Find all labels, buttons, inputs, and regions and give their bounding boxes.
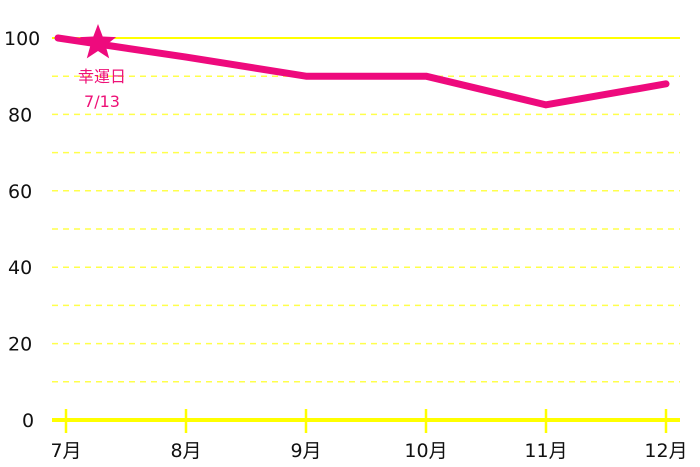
y-tick-label: 0 bbox=[22, 410, 34, 432]
y-tick-label: 80 bbox=[8, 104, 32, 126]
y-tick-label: 40 bbox=[8, 257, 32, 279]
y-tick-label: 60 bbox=[8, 181, 32, 203]
x-tick-label: 7月 bbox=[50, 440, 81, 462]
y-tick-label: 100 bbox=[4, 28, 40, 50]
y-tick-label: 20 bbox=[8, 334, 32, 356]
x-tick-label: 11月 bbox=[524, 440, 567, 462]
x-tick-label: 9月 bbox=[290, 440, 321, 462]
annotation-label: 幸運日 bbox=[78, 67, 126, 86]
x-tick-label: 12月 bbox=[644, 440, 687, 462]
x-tick-label: 10月 bbox=[404, 440, 447, 462]
series-line bbox=[54, 34, 670, 109]
star-icon bbox=[79, 24, 117, 59]
annotation-date: 7/13 bbox=[84, 92, 120, 111]
x-tick-label: 8月 bbox=[170, 440, 201, 462]
